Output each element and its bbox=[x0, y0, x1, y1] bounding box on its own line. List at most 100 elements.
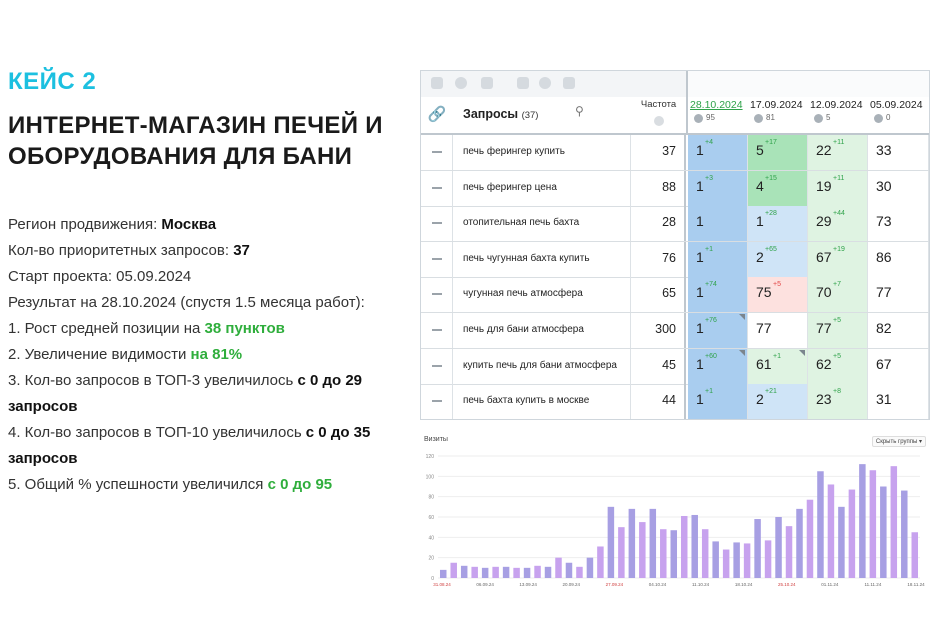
position-cell: 77 +5 bbox=[808, 313, 868, 348]
visits-bar bbox=[680, 515, 688, 578]
table-row[interactable]: купить печь для бани атмосфера 45 1 +60 61 +1… bbox=[421, 348, 929, 385]
position-cell: 73 bbox=[868, 206, 929, 242]
y-tick-label: 40 bbox=[428, 535, 434, 541]
position-cell: 23 +8 bbox=[808, 384, 868, 419]
table-row[interactable]: печь для бани атмосфера 300 1 +76 77 77 +5 82 bbox=[421, 313, 929, 349]
visits-bar bbox=[628, 508, 636, 578]
row-toggle[interactable] bbox=[421, 241, 453, 277]
search-icon[interactable]: ⚲ bbox=[575, 104, 584, 118]
link-tool-icon[interactable] bbox=[481, 77, 493, 89]
visits-bar bbox=[890, 466, 898, 578]
visibility-pct: 0 bbox=[874, 113, 929, 123]
visits-bar bbox=[513, 567, 520, 578]
frequency-cell: 28 bbox=[631, 206, 686, 242]
position-cell: 1 +60 bbox=[688, 348, 748, 384]
position-cell: 31 bbox=[868, 384, 929, 419]
position-cell: 1 +28 bbox=[748, 206, 808, 242]
row-toggle[interactable] bbox=[421, 348, 453, 384]
query-cell: печь для бани атмосфера bbox=[453, 313, 631, 348]
frequency-cell: 88 bbox=[631, 170, 686, 206]
position-cell: 2 +65 bbox=[748, 241, 808, 277]
link-header[interactable]: 🔗 bbox=[421, 97, 454, 135]
percent-icon bbox=[694, 114, 703, 123]
x-tick-label: 13.09.24 bbox=[519, 582, 537, 587]
position-cell: 75 +5 bbox=[748, 277, 808, 313]
visits-bar bbox=[712, 541, 719, 578]
date-header[interactable]: 05.09.2024 0 bbox=[868, 97, 929, 135]
row-toggle[interactable] bbox=[421, 313, 453, 348]
date-header[interactable]: 17.09.2024 81 bbox=[748, 97, 809, 135]
export-icon[interactable] bbox=[563, 77, 575, 89]
visits-bar bbox=[607, 506, 615, 578]
position-cell: 30 bbox=[868, 170, 929, 206]
toggle-icon[interactable] bbox=[455, 77, 467, 89]
x-tick-label: 11.11.24 bbox=[864, 582, 881, 587]
chart-dropdown[interactable]: Скрыть группы ▾ bbox=[871, 436, 926, 447]
start-line: Старт проекта: 05.09.2024 bbox=[8, 268, 192, 285]
visibility-pct: 81 bbox=[754, 113, 808, 123]
calendar-icon[interactable] bbox=[517, 77, 529, 89]
case-facts: Регион продвижения: Москва Кол-во приори… bbox=[8, 212, 416, 498]
positions-table: 🔗 Запросы (37) ⚲ Частота 28.10.2024 95 17.… bbox=[420, 70, 930, 420]
x-tick-label: 04.10.24 bbox=[649, 582, 667, 587]
visits-bar bbox=[576, 566, 583, 578]
x-tick-label: 11.10.24 bbox=[692, 582, 710, 587]
table-row[interactable]: печь ферингер цена 88 1 +3 4 +15 19 +11 30 bbox=[421, 170, 929, 207]
position-cell: 86 bbox=[868, 241, 929, 277]
table-row[interactable]: печь бахта купить в москве 44 1 +1 2 +21 23 +8 3… bbox=[421, 384, 929, 419]
row-toggle[interactable] bbox=[421, 135, 453, 170]
y-tick-label: 20 bbox=[428, 556, 434, 562]
table-row[interactable]: печь чугунная бахта купить 76 1 +1 2 +65 67 +19… bbox=[421, 241, 929, 278]
visits-bar bbox=[597, 546, 604, 578]
query-cell: купить печь для бани атмосфера bbox=[453, 348, 631, 384]
y-tick-label: 80 bbox=[428, 495, 434, 501]
frequency-header[interactable]: Частота bbox=[631, 97, 688, 135]
visits-bar bbox=[754, 519, 761, 578]
date-header[interactable]: 12.09.2024 5 bbox=[808, 97, 869, 135]
sort-icon[interactable] bbox=[431, 77, 443, 89]
visits-bar bbox=[523, 567, 531, 578]
position-cell: 61 +1 bbox=[748, 348, 808, 384]
x-tick-label: 18.10.24 bbox=[735, 582, 753, 587]
table-row[interactable]: отопительная печь бахта 28 1 1 +28 29 +44 73 bbox=[421, 206, 929, 243]
table-row[interactable]: печь ферингер купить 37 1 +4 5 +17 22 +11 33 bbox=[421, 135, 929, 171]
visits-bar bbox=[880, 486, 887, 578]
position-cell: 1 +74 bbox=[688, 277, 748, 313]
region-line: Регион продвижения: Москва bbox=[8, 216, 217, 233]
date-label: 05.09.2024 bbox=[870, 99, 923, 111]
frequency-icon bbox=[653, 116, 664, 126]
visits-bar bbox=[534, 565, 541, 578]
visits-bar bbox=[691, 514, 698, 578]
chart-pie-icon[interactable] bbox=[539, 77, 551, 89]
table-row[interactable]: чугунная печь атмосфера 65 1 +74 75 +5 70 +7 77 bbox=[421, 277, 929, 314]
priority-line: Кол-во приоритетных запросов: 37 bbox=[8, 242, 250, 259]
percent-icon bbox=[814, 114, 823, 123]
visits-chart-svg: 0 20 40 60 80 100 120 31.08.24 06.09.24 13.09.24 2… bbox=[426, 454, 925, 587]
position-cell: 77 bbox=[748, 313, 808, 348]
row-toggle[interactable] bbox=[421, 206, 453, 242]
query-header[interactable]: Запросы (37) ⚲ bbox=[453, 97, 632, 135]
row-toggle[interactable] bbox=[421, 384, 453, 419]
position-cell: 1 bbox=[688, 206, 748, 242]
row-toggle[interactable] bbox=[421, 170, 453, 206]
row-toggle[interactable] bbox=[421, 277, 453, 313]
date-label: 12.09.2024 bbox=[810, 99, 863, 111]
visits-bar bbox=[806, 499, 814, 578]
position-cell: 2 +21 bbox=[748, 384, 808, 419]
result-item-3: 3. Кол-во запросов в ТОП-3 увеличилось с… bbox=[8, 372, 363, 415]
percent-icon bbox=[754, 114, 763, 123]
visits-bar bbox=[848, 489, 856, 578]
visits-bar bbox=[796, 508, 803, 578]
query-cell: печь чугунная бахта купить bbox=[453, 241, 631, 277]
dash-icon bbox=[432, 293, 442, 296]
visits-bar bbox=[827, 484, 835, 578]
visits-bar bbox=[733, 542, 740, 578]
frequency-cell: 76 bbox=[631, 241, 686, 277]
visits-bar bbox=[775, 517, 782, 578]
dash-icon bbox=[432, 222, 442, 225]
visits-bar bbox=[722, 549, 730, 578]
visits-chart: Визиты Скрыть группы ▾ 0 20 40 60 80 100 120 31… bbox=[420, 428, 928, 596]
x-tick-label: 25.10.24 bbox=[778, 582, 796, 587]
frequency-cell: 300 bbox=[631, 313, 686, 348]
date-header[interactable]: 28.10.2024 95 bbox=[688, 97, 749, 135]
